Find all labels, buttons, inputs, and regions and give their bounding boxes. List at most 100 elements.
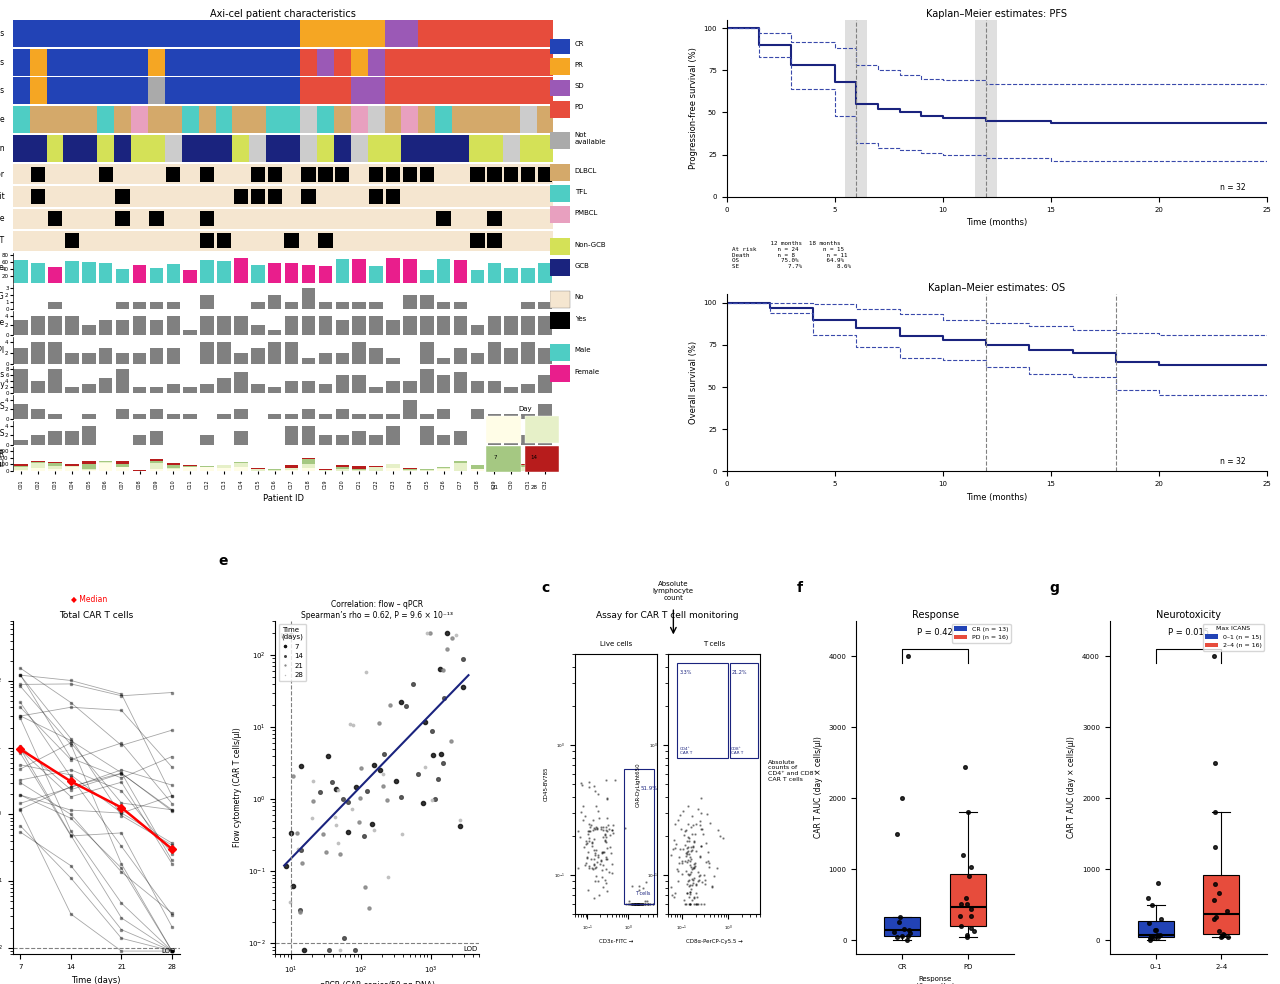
7: [317, 748, 338, 764]
28: [415, 759, 435, 774]
Bar: [150, 462, 163, 468]
Bar: [97, 48, 114, 76]
Bar: [250, 164, 266, 184]
Bar: [352, 259, 366, 282]
Bar: [503, 186, 520, 207]
Bar: [283, 78, 300, 104]
Bar: [319, 302, 332, 309]
Bar: [215, 164, 233, 184]
Bar: [351, 78, 367, 104]
Text: 12 months  18 months
At risk      n = 24       n = 15
Death        n = 8        : 12 months 18 months At risk n = 24 n = 1…: [732, 241, 851, 270]
Bar: [266, 230, 283, 251]
Bar: [402, 78, 419, 104]
Bar: [14, 347, 28, 364]
Bar: [550, 133, 570, 150]
Bar: [133, 353, 146, 364]
Bar: [550, 37, 570, 54]
Bar: [82, 326, 96, 335]
Bar: [82, 353, 96, 364]
Point: [1140, 932, 1161, 948]
Text: 30 days: 30 days: [0, 29, 4, 37]
Bar: [488, 342, 500, 364]
Bar: [166, 302, 180, 309]
Bar: [486, 78, 503, 104]
Bar: [116, 466, 129, 471]
Bar: [133, 265, 146, 282]
28: [449, 813, 470, 829]
14: [291, 842, 311, 858]
Bar: [521, 384, 535, 393]
Bar: [64, 20, 81, 46]
Bar: [454, 260, 467, 282]
Bar: [550, 312, 570, 330]
Bar: [387, 358, 399, 364]
Bar: [539, 302, 552, 309]
Bar: [402, 186, 419, 207]
21: [351, 761, 371, 776]
Text: Female: Female: [575, 369, 600, 375]
Bar: [49, 468, 61, 471]
Bar: [370, 387, 383, 393]
Point: [1217, 903, 1238, 919]
Bar: [367, 20, 384, 46]
Point: [957, 927, 978, 943]
Bar: [550, 164, 570, 181]
Bar: [539, 468, 552, 471]
Point: [964, 924, 984, 940]
Bar: [29, 135, 46, 162]
Bar: [471, 326, 484, 335]
Bar: [114, 20, 131, 46]
Bar: [266, 78, 283, 104]
Bar: [436, 316, 451, 335]
Bar: [116, 461, 129, 463]
7: [291, 758, 311, 773]
21: [355, 879, 375, 894]
Text: Stage: Stage: [0, 318, 4, 328]
Bar: [370, 414, 383, 419]
Bar: [29, 78, 46, 104]
Bar: [14, 463, 28, 465]
Bar: [468, 186, 486, 207]
Bar: [46, 135, 64, 162]
Title: Assay for CAR T cell monitoring: Assay for CAR T cell monitoring: [596, 611, 739, 620]
21: [330, 846, 351, 862]
Bar: [317, 164, 334, 184]
Bar: [283, 135, 300, 162]
Bar: [150, 302, 163, 309]
Bar: [114, 230, 131, 251]
Bar: [13, 164, 29, 184]
Bar: [317, 106, 334, 133]
7: [431, 746, 452, 762]
Bar: [539, 375, 552, 393]
Bar: [550, 260, 570, 277]
Bar: [49, 461, 61, 463]
Bar: [454, 372, 467, 393]
Bar: [13, 230, 29, 251]
Bar: [550, 344, 570, 361]
Bar: [488, 468, 500, 470]
Point: [1204, 839, 1225, 855]
Text: Double hit: Double hit: [0, 192, 4, 201]
Point: [897, 932, 918, 948]
Bar: [198, 186, 215, 207]
Bar: [166, 166, 180, 182]
Bar: [165, 135, 182, 162]
Point: [1204, 892, 1225, 907]
Bar: [64, 230, 81, 251]
Bar: [266, 186, 283, 207]
Bar: [319, 316, 332, 335]
Bar: [436, 375, 451, 393]
7: [436, 626, 457, 642]
21: [376, 792, 397, 808]
Bar: [250, 209, 266, 228]
Bar: [520, 230, 536, 251]
Bar: [367, 48, 384, 76]
Bar: [435, 78, 452, 104]
Bar: [300, 209, 317, 228]
Bar: [14, 440, 28, 445]
Bar: [131, 135, 148, 162]
Bar: [250, 78, 266, 104]
Bar: [319, 468, 332, 470]
Bar: [115, 189, 129, 204]
Bar: [301, 189, 316, 204]
